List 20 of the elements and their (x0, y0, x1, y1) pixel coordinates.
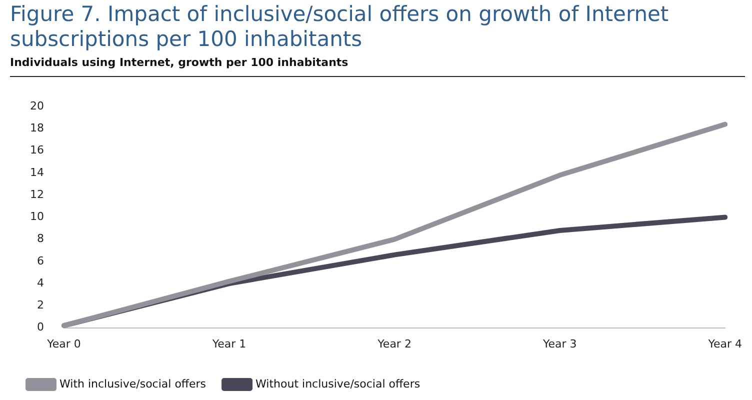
y-tick-label: 16 (30, 144, 44, 157)
y-tick-label: 0 (36, 320, 44, 334)
legend-label: With inclusive/social offers (60, 377, 206, 390)
x-tick-label: Year 1 (211, 337, 246, 350)
y-tick-label: 8 (36, 232, 44, 246)
legend-label: Without inclusive/social offers (256, 377, 420, 390)
x-tick-label: Year 0 (46, 337, 81, 350)
x-tick-label: Year 3 (542, 337, 577, 350)
chart-title: Figure 7. Impact of inclusive/social offers on growth of Internet subscriptions per 100 inhabitants (10, 2, 670, 52)
y-tick-label: 18 (30, 122, 44, 135)
y-tick-label: 10 (30, 210, 44, 224)
y-tick-label: 12 (30, 188, 44, 201)
y-tick-label: 14 (30, 166, 44, 179)
x-tick-label: Year 4 (707, 337, 742, 350)
y-tick-label: 20 (30, 99, 44, 112)
y-tick-label: 2 (36, 298, 44, 312)
x-tick-label: Year 2 (376, 337, 412, 350)
y-tick-label: 4 (36, 276, 44, 290)
y-axis-title: Individuals using Internet, growth per 100 inhabitants (10, 56, 745, 77)
y-tick-label: 6 (36, 254, 44, 268)
